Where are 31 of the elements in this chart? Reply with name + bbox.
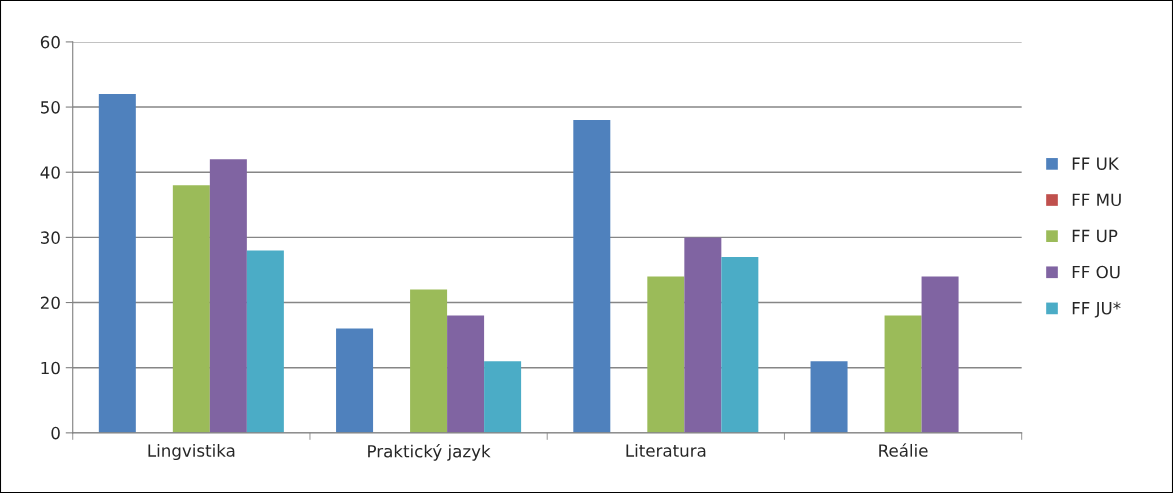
x-tick-label: Reálie (879, 443, 928, 457)
bar (172, 185, 210, 433)
bar (447, 315, 485, 433)
y-tick-label: 60 (40, 35, 60, 49)
bar (246, 250, 284, 433)
y-tick-label: 10 (41, 361, 60, 375)
bar (884, 315, 922, 433)
legend-label: FF MU (1072, 193, 1121, 207)
y-tick-label: 50 (41, 101, 60, 114)
bar (810, 361, 848, 433)
bar (484, 361, 522, 433)
bar (98, 94, 136, 433)
y-tick-label: 0 (51, 426, 60, 440)
x-tick-label: Praktický jazyk (368, 443, 491, 461)
bar (573, 120, 611, 433)
x-tick-label: Literatura (626, 443, 706, 457)
legend-label: FF OU (1072, 265, 1120, 279)
legend-label: FF UP (1072, 229, 1118, 243)
legend-label: FF JU* (1072, 301, 1121, 318)
y-tick-label: 30 (40, 231, 60, 244)
bar (921, 276, 959, 433)
bar (209, 159, 247, 433)
bar (410, 289, 448, 433)
x-tick-label: Lingvistika (148, 443, 235, 461)
bar (684, 237, 722, 433)
legend-label: FF UK (1072, 157, 1120, 170)
bar (336, 328, 374, 433)
y-tick-label: 20 (40, 296, 60, 310)
bar (647, 276, 685, 433)
y-tick-label: 40 (40, 166, 60, 179)
bar (721, 256, 759, 433)
